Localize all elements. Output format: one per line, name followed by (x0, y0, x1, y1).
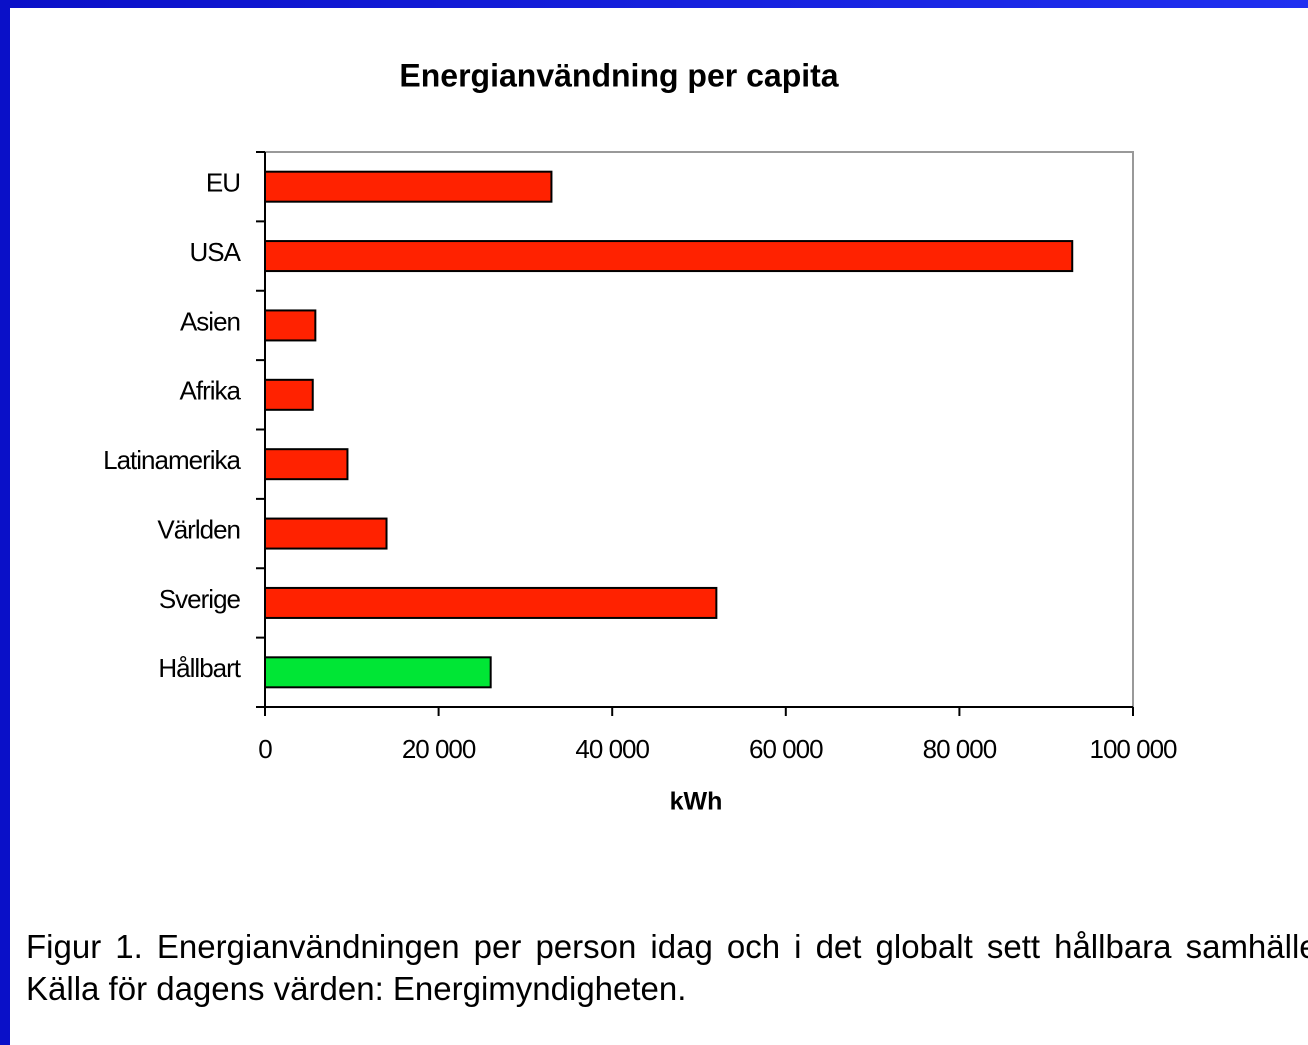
bar (264, 240, 1074, 273)
y-tick-label: Afrika (180, 376, 242, 406)
y-tick-label: Sverige (159, 584, 241, 614)
y-tick-label: USA (190, 237, 242, 267)
x-tick-label: 40 000 (575, 734, 649, 764)
x-tick-label: 60 000 (749, 734, 823, 764)
x-tick-label: 80 000 (923, 734, 997, 764)
bar (264, 586, 718, 619)
x-tick-label: 0 (258, 734, 272, 764)
plot-frame (264, 151, 1134, 708)
bar (264, 170, 553, 203)
y-tick-label: EU (206, 168, 240, 198)
caption: Figur 1. Energianvändningen per person i… (26, 928, 1308, 1007)
y-tick-label: Asien (180, 306, 240, 336)
bar (264, 309, 317, 342)
x-tick-label: 20 000 (402, 734, 476, 764)
bar (264, 378, 314, 411)
x-axis-label: kWh (670, 788, 723, 816)
y-tick-label: Världen (157, 514, 240, 544)
y-tick-label: Hållbart (158, 653, 241, 683)
bar (264, 656, 492, 689)
chart-title: Energianvändning per capita (399, 57, 838, 93)
paper: Energianvändning per capita kWh 0 20 000 4… (10, 8, 1308, 1045)
chart: Energianvändning per capita kWh 0 20 000 4… (103, 57, 1178, 816)
y-tick-label: Latinamerika (103, 445, 241, 475)
x-tick-label: 100 000 (1090, 734, 1178, 764)
bar (264, 517, 388, 550)
bar (264, 448, 349, 481)
